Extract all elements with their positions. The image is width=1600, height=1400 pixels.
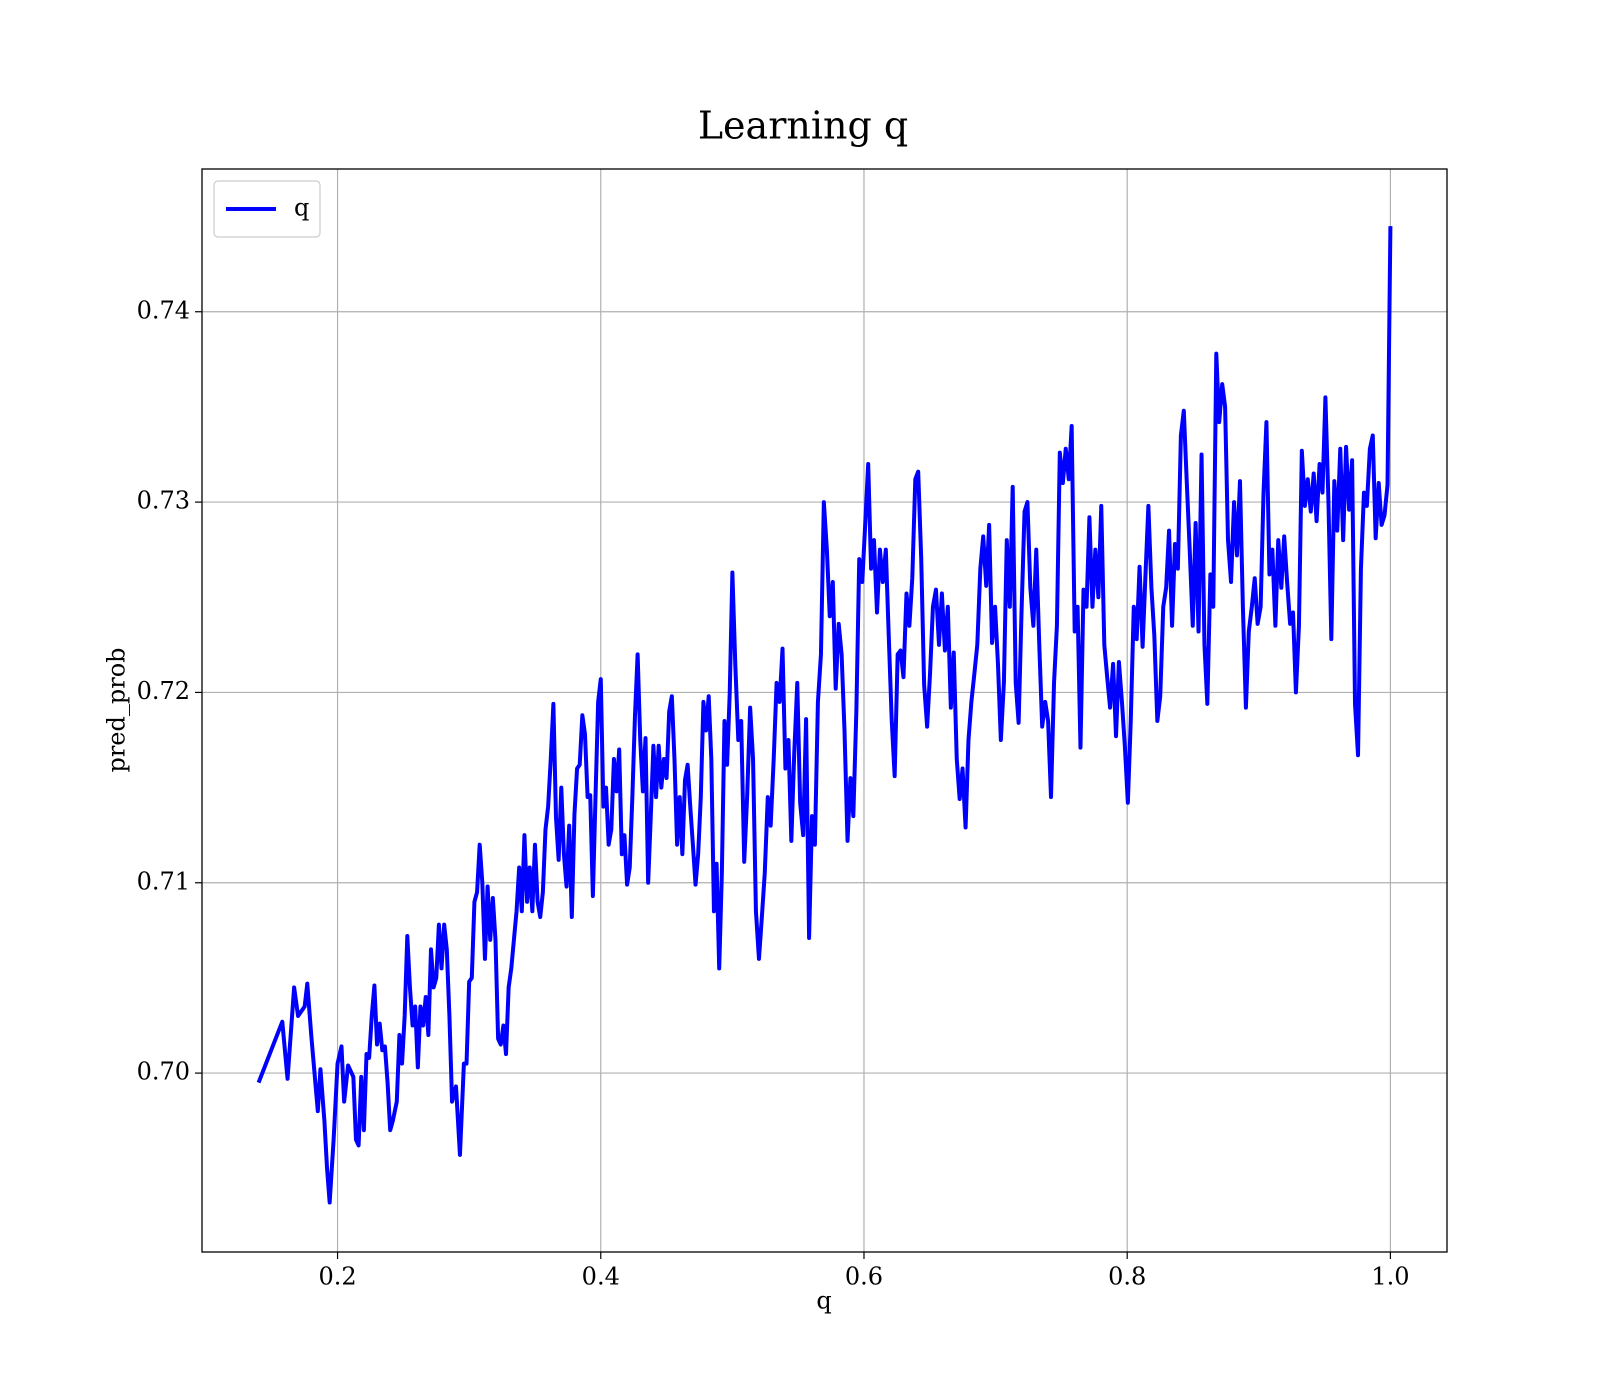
y-tick-label: 0.73 xyxy=(137,487,190,515)
legend-label: q xyxy=(294,194,309,222)
x-tick-label: 0.8 xyxy=(1108,1263,1146,1291)
x-axis-label: q xyxy=(816,1287,831,1315)
y-axis-label: pred_prob xyxy=(103,647,131,772)
x-tick-label: 0.6 xyxy=(845,1263,883,1291)
x-tick-label: 1.0 xyxy=(1371,1263,1409,1291)
data-line xyxy=(256,226,1393,1205)
y-tick-label: 0.74 xyxy=(137,296,190,324)
plot-frame xyxy=(201,168,1448,1253)
y-tick-label: 0.71 xyxy=(137,867,190,895)
x-tick-label: 0.4 xyxy=(582,1263,620,1291)
chart-title: Learning q xyxy=(698,104,908,148)
y-tick-label: 0.72 xyxy=(137,677,190,705)
y-tick-label: 0.70 xyxy=(137,1058,190,1086)
x-tick-label: 0.2 xyxy=(318,1263,356,1291)
